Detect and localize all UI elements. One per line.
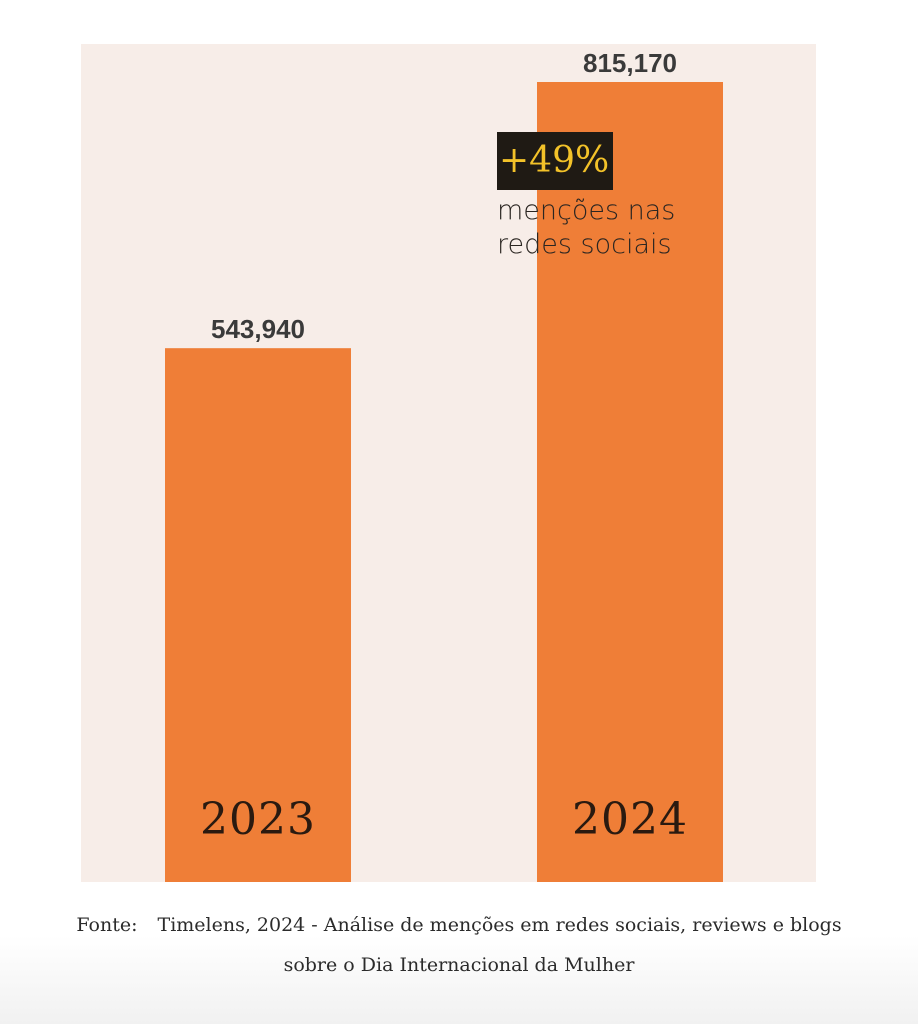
bar-chart: 543,940 2023 815,170 2024 +49% menções nas … — [81, 44, 816, 883]
category-label-2024: 2024 — [572, 794, 688, 845]
chart-canvas: 543,940 2023 815,170 2024 — [81, 44, 816, 883]
source-label: Fonte: — [76, 914, 138, 936]
value-label-2023: 543,940 — [211, 314, 305, 344]
source-text-line2: sobre o Dia Internacional da Mulher — [283, 954, 635, 976]
category-label-2023: 2023 — [200, 794, 316, 845]
bar-2024 — [537, 82, 723, 882]
source-note: Fonte: Timelens, 2024 - Análise de mençõe… — [0, 905, 918, 985]
value-label-2024: 815,170 — [583, 48, 677, 78]
growth-description-line1: menções nas — [497, 195, 676, 226]
source-line1: Fonte: Timelens, 2024 - Análise de mençõe… — [0, 905, 918, 945]
source-text-line1: Timelens, 2024 - Análise de menções em r… — [157, 914, 842, 936]
growth-percent: +49% — [497, 132, 614, 190]
growth-annotation: +49% menções nas redes sociais — [497, 132, 717, 262]
growth-description-line2: redes sociais — [497, 229, 672, 260]
growth-description: menções nas redes sociais — [497, 194, 697, 262]
bar-2023 — [165, 348, 351, 883]
